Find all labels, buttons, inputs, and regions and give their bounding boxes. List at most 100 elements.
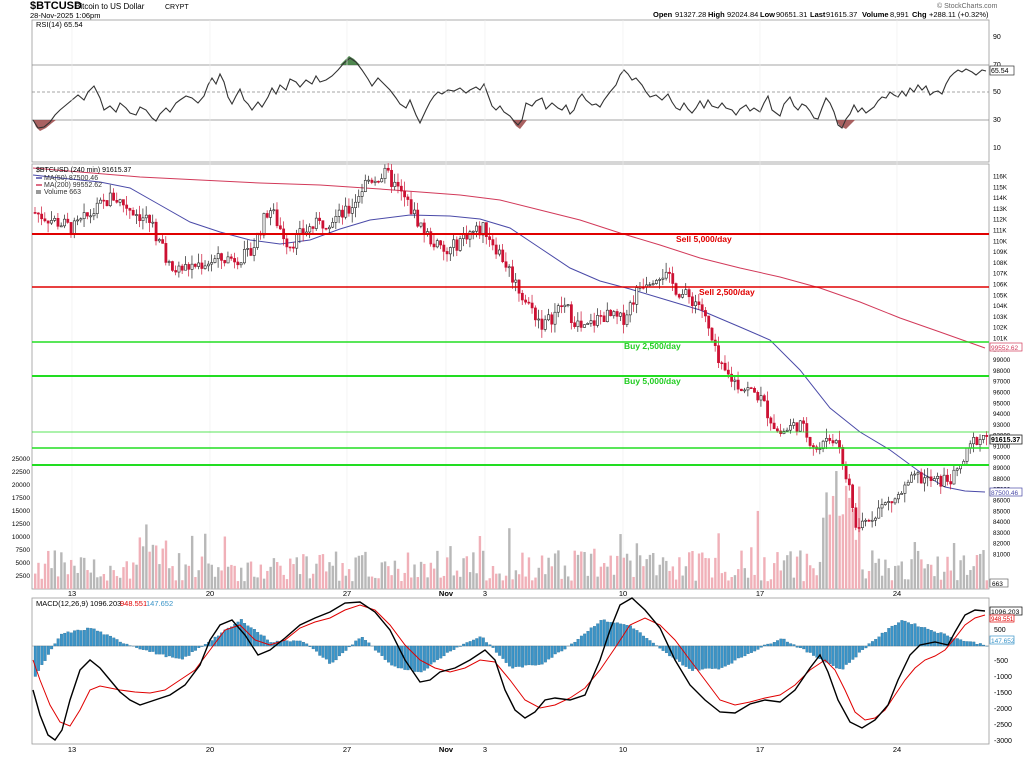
macd-hist-bar [419, 645, 423, 673]
candle-body [148, 214, 151, 223]
volume-bar [40, 578, 43, 589]
macd-hist-bar [965, 641, 969, 647]
macd-signal-line [32, 604, 986, 727]
volume-bar [325, 571, 328, 589]
x-bottom-27: 27 [343, 745, 351, 754]
price-tick: 93000 [993, 422, 1011, 429]
macd-hist-bar [969, 641, 972, 647]
macd-hist-bar [530, 645, 534, 666]
volume-bar [410, 577, 413, 589]
macd-hist-bar [60, 633, 63, 647]
candle-body [210, 262, 214, 265]
candle-body [972, 437, 975, 445]
candle-body [664, 271, 668, 279]
macd-hist-bar [481, 637, 485, 647]
candle-body [141, 217, 145, 222]
macd-hist-bar [347, 645, 351, 648]
macd-hist-bar [870, 641, 874, 647]
macd-hist-value: 147.652 [146, 599, 173, 608]
macd-hist-bar [40, 645, 44, 665]
macd-hist-bar [857, 645, 861, 653]
volume-bar [946, 556, 949, 589]
volume-bar [638, 555, 642, 589]
candle-body [694, 301, 698, 307]
volume-bar [194, 577, 197, 589]
candle-body [76, 219, 80, 222]
macd-hist-bar [812, 645, 816, 656]
macd-hist-bar [223, 629, 227, 647]
volume-bar [838, 515, 841, 589]
candle-body [406, 196, 410, 200]
volume-bar [442, 575, 446, 589]
macd-hist-bar [749, 645, 753, 653]
volume-bar [347, 569, 351, 589]
volume-bar [880, 575, 884, 589]
macd-hist-bar [615, 622, 619, 647]
macd-hist-bar [884, 632, 887, 647]
candle-body [475, 225, 478, 232]
macd-axis: 500 -500 -1000 -1500 -2000 -2500 -3000 [994, 627, 1012, 745]
volume-bar [308, 578, 312, 589]
volume-bar [812, 568, 815, 589]
macd-hist-bar [315, 645, 318, 652]
volume-bar [151, 544, 155, 589]
candle-body [265, 213, 269, 218]
volume-bar [187, 565, 191, 589]
volume-bar [253, 576, 256, 589]
volume-bar [334, 551, 338, 589]
macd-tick-500: 500 [994, 627, 1006, 634]
volume-bar [616, 555, 619, 589]
volume-bar [635, 543, 639, 589]
macd-hist-bar [795, 645, 799, 648]
volume-bar [920, 559, 923, 589]
volume-bar [707, 558, 711, 589]
macd-hist-bar [354, 640, 358, 647]
macd-hist-bar [926, 628, 930, 647]
macd-hist-bar [190, 645, 194, 653]
volume-bar [66, 574, 70, 589]
macd-hist-bar [298, 640, 302, 647]
macd-hist-bar [880, 632, 884, 647]
candle-body [409, 199, 413, 214]
volume-bar [302, 554, 305, 589]
volume-tick: 7500 [16, 547, 31, 554]
volume-bar [282, 574, 285, 589]
volume-bar [141, 546, 145, 589]
macd-hist-bar [550, 645, 554, 658]
macd-hist-bar [906, 622, 910, 647]
volume-bar [769, 579, 773, 589]
volume-bar [753, 574, 756, 589]
volume-bar [459, 576, 462, 589]
candle-body [344, 205, 348, 218]
volume-bar [975, 555, 979, 589]
ma50-tag-text: 87500.46 [991, 490, 1018, 497]
macd-hist-bar [831, 645, 835, 666]
high-value: 92024.84 [727, 10, 758, 19]
macd-hist-bar [321, 645, 325, 658]
candle-body [72, 220, 76, 235]
macd-hist-bar [86, 627, 90, 647]
volume-bar [174, 580, 178, 589]
price-tick: 107K [993, 271, 1008, 278]
macd-hist-bar [393, 645, 397, 667]
volume-bar [602, 563, 606, 589]
x-axis-mid: 13 20 27 Nov 3 10 17 24 [68, 589, 901, 598]
volume-bar [357, 555, 361, 589]
volume-bar [894, 565, 897, 589]
candle-body [648, 284, 652, 286]
last-label: Last [810, 10, 826, 19]
candle-body [422, 222, 426, 235]
candle-body [805, 423, 809, 438]
candle-body [112, 192, 115, 201]
macd-hist-bar [478, 636, 482, 647]
volume-bar [56, 576, 60, 589]
candle-body [906, 481, 910, 486]
volume-tick: 25000 [12, 456, 30, 463]
macd-hist-bar [105, 634, 109, 647]
volume-bar [815, 575, 818, 589]
volume-bar [481, 550, 485, 589]
macd-hist-bar [808, 645, 812, 653]
candle-body [625, 314, 629, 325]
candle-body [923, 477, 926, 484]
macd-hist-bar [864, 645, 868, 649]
